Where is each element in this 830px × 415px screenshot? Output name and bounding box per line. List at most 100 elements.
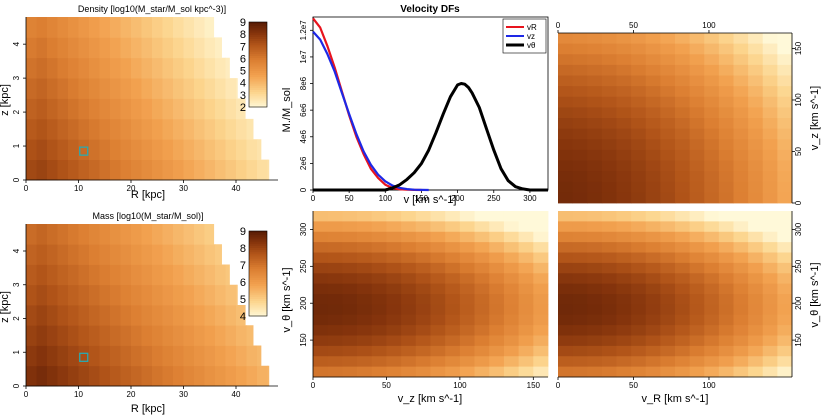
heatmap-cell bbox=[415, 366, 431, 378]
heatmap-cell bbox=[371, 314, 387, 326]
heatmap-cell bbox=[518, 314, 534, 326]
heatmap-cell bbox=[748, 86, 764, 98]
heatmap-cell bbox=[68, 37, 79, 59]
heatmap-cell bbox=[645, 149, 661, 161]
x-tick-label: 10 bbox=[74, 390, 83, 399]
heatmap-cell bbox=[631, 252, 647, 264]
heatmap-cell bbox=[183, 224, 195, 245]
heatmap-cell bbox=[173, 78, 184, 99]
heatmap-cell bbox=[587, 107, 603, 119]
heatmap-cell bbox=[718, 366, 734, 378]
heatmap-cell bbox=[675, 96, 691, 108]
heatmap-cell bbox=[36, 78, 48, 99]
heatmap-cell bbox=[733, 86, 749, 98]
heatmap-cell bbox=[110, 98, 121, 120]
heatmap-cell bbox=[718, 160, 734, 172]
heatmap-cell bbox=[78, 37, 90, 59]
heatmap-cell bbox=[36, 264, 48, 286]
heatmap-cell bbox=[601, 294, 617, 305]
heatmap-cell bbox=[173, 345, 184, 367]
heatmap-cell bbox=[616, 86, 632, 98]
heatmap-cell bbox=[675, 221, 691, 233]
heatmap-cell bbox=[99, 37, 111, 59]
heatmap-cell bbox=[68, 305, 79, 326]
heatmap-cell bbox=[572, 64, 588, 76]
heatmap-cell bbox=[675, 54, 691, 66]
heatmap-cell bbox=[675, 149, 691, 161]
heatmap-cell bbox=[660, 294, 676, 305]
heatmap-cell bbox=[762, 294, 778, 305]
heatmap-cell bbox=[587, 345, 603, 357]
heatmap-cell bbox=[558, 283, 574, 295]
heatmap-cell bbox=[47, 17, 58, 38]
heatmap-cell bbox=[47, 37, 58, 59]
heatmap-cell bbox=[748, 314, 764, 326]
heatmap-cell bbox=[236, 118, 247, 140]
heatmap-cell bbox=[236, 78, 238, 99]
heatmap-cell bbox=[415, 304, 431, 316]
heatmap-cell bbox=[718, 128, 734, 140]
heatmap-cell bbox=[357, 356, 373, 368]
heatmap-cell bbox=[631, 242, 647, 253]
heatmap-cell bbox=[572, 43, 588, 55]
heatmap-cell bbox=[357, 211, 373, 222]
heatmap-cell bbox=[173, 17, 184, 38]
heatmap-cell bbox=[342, 283, 358, 295]
heatmap-cell bbox=[777, 139, 793, 151]
heatmap-cell bbox=[675, 118, 691, 130]
heatmap-cell bbox=[533, 356, 549, 368]
heatmap-cell bbox=[173, 325, 184, 346]
heatmap-cell bbox=[689, 64, 705, 76]
heatmap-cell bbox=[26, 244, 37, 265]
heatmap-cell bbox=[401, 345, 417, 357]
heatmap-cell bbox=[215, 118, 226, 140]
heatmap-cell bbox=[660, 96, 676, 108]
heatmap-cell bbox=[36, 98, 48, 120]
heatmap-cell bbox=[601, 366, 617, 378]
colorbar-segment bbox=[249, 28, 267, 31]
heatmap-cell bbox=[327, 262, 343, 274]
heatmap-cell bbox=[587, 242, 603, 253]
heatmap-cell bbox=[401, 325, 417, 336]
heatmap-cell bbox=[689, 325, 705, 336]
heatmap-cell bbox=[533, 252, 549, 264]
heatmap-cell bbox=[645, 192, 661, 204]
heatmap-cell bbox=[558, 96, 574, 108]
heatmap-cell bbox=[631, 64, 647, 76]
x-tick-label: 0 bbox=[311, 194, 316, 203]
heatmap-cell bbox=[587, 149, 603, 161]
heatmap-cell bbox=[777, 314, 793, 326]
heatmap-cell bbox=[120, 345, 132, 367]
heatmap-cell bbox=[572, 273, 588, 285]
colorbar-segment bbox=[249, 83, 267, 87]
heatmap-cell bbox=[267, 159, 270, 181]
colorbar-segment bbox=[249, 100, 267, 104]
heatmap-cell bbox=[631, 325, 647, 336]
heatmap-cell bbox=[26, 305, 37, 326]
heatmap-cell bbox=[474, 211, 490, 222]
heatmap-cell bbox=[762, 107, 778, 119]
heatmap-cell bbox=[47, 244, 58, 265]
colorbar-segment bbox=[249, 271, 267, 274]
heatmap-cell bbox=[371, 231, 387, 243]
heatmap-cell bbox=[430, 356, 446, 368]
heatmap-cell bbox=[236, 139, 247, 161]
heatmap-cell bbox=[474, 314, 490, 326]
heatmap-cell bbox=[762, 96, 778, 108]
heatmap-cell bbox=[89, 78, 100, 99]
heatmap-cell bbox=[342, 221, 358, 233]
x-axis-label: v_z [km s^-1] bbox=[398, 393, 462, 405]
heatmap-cell bbox=[631, 43, 647, 55]
colorbar-segment bbox=[249, 290, 267, 294]
heatmap-cell bbox=[327, 294, 343, 305]
heatmap-cell bbox=[675, 242, 691, 253]
heatmap-cell bbox=[152, 57, 163, 79]
heatmap-cell bbox=[660, 345, 676, 357]
heatmap-cell bbox=[601, 160, 617, 172]
x-axis-label: R [kpc] bbox=[131, 403, 165, 415]
x-tick-label: 50 bbox=[345, 194, 354, 203]
colorbar-segment bbox=[249, 43, 267, 46]
heatmap-cell bbox=[777, 118, 793, 130]
heatmap-cell bbox=[183, 17, 195, 38]
heatmap-cell bbox=[503, 314, 520, 326]
